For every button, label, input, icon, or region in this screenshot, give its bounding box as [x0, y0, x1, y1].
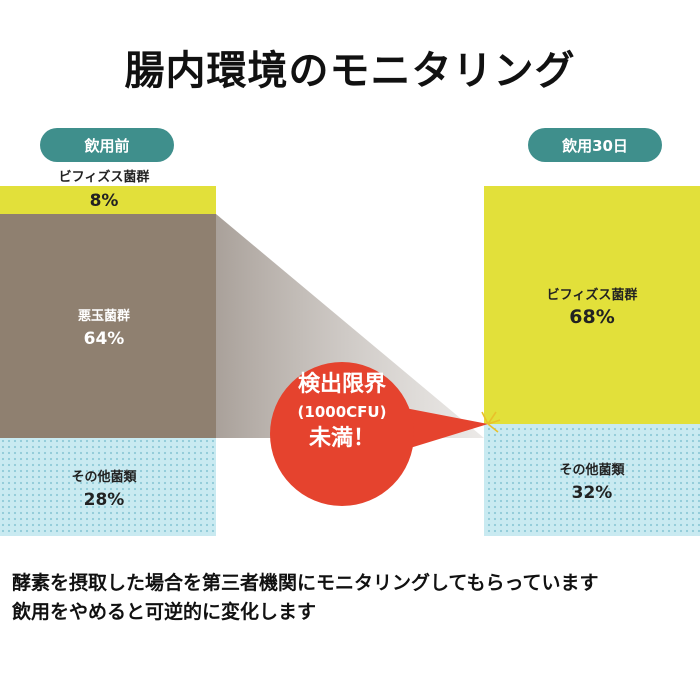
value-bad-0: 64% [84, 329, 125, 349]
page-title: 腸内環境のモニタリング [124, 48, 576, 94]
value-other-1: 32% [572, 483, 613, 503]
bar-bifido-0 [0, 186, 216, 214]
category-label-before: 飲用前 [40, 128, 174, 162]
value-bifido-0: 8% [90, 191, 119, 211]
label-bad-0: 悪玉菌群 [78, 308, 130, 324]
callout-line1: 検出限界 [297, 372, 386, 397]
transition-shadow [216, 214, 484, 438]
description-line2: 飲用をやめると可逆的に変化します [12, 601, 317, 623]
label-bifido-0: ビフィズス菌群 [59, 169, 150, 185]
bar-other-1 [484, 424, 700, 536]
callout-line2: (1000CFU) [297, 403, 387, 421]
bar-bad-0 [0, 214, 216, 438]
label-bifido-1: ビフィズス菌群 [547, 287, 638, 303]
description-line1: 酵素を摂取した場合を第三者機関にモニタリングしてもらっています [12, 572, 599, 594]
callout-text: 検出限界 (1000CFU) 未満！ [262, 370, 422, 454]
spark-icon [481, 411, 501, 433]
value-bifido-1: 68% [569, 306, 614, 328]
label-other-0: その他菌類 [71, 469, 137, 485]
value-other-0: 28% [84, 490, 125, 510]
label-other-1: その他菌類 [559, 462, 625, 478]
callout-circle [270, 362, 414, 506]
bar-other-0 [0, 438, 216, 536]
callout-pointer [405, 408, 488, 448]
bar-bifido-1 [484, 186, 700, 424]
category-label-after: 飲用30日 [528, 128, 662, 162]
callout-line3: 未満！ [308, 426, 375, 451]
callout-bubble [270, 362, 501, 506]
